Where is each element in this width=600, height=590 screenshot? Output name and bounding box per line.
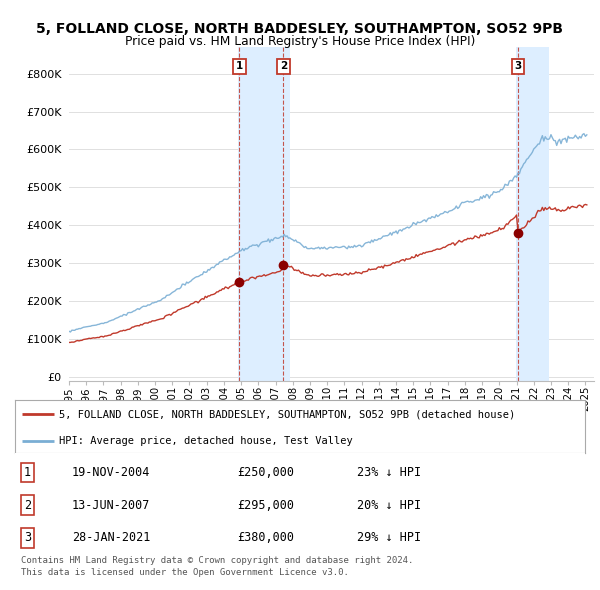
Text: 28-JAN-2021: 28-JAN-2021: [72, 531, 151, 544]
Bar: [516, 47, 549, 381]
Bar: [238, 47, 290, 381]
Text: Contains HM Land Registry data © Crown copyright and database right 2024.: Contains HM Land Registry data © Crown c…: [21, 556, 413, 565]
Text: £295,000: £295,000: [238, 499, 295, 512]
Text: 29% ↓ HPI: 29% ↓ HPI: [357, 531, 421, 544]
Text: 13-JUN-2007: 13-JUN-2007: [72, 499, 151, 512]
Text: £380,000: £380,000: [238, 531, 295, 544]
Text: 2: 2: [280, 61, 287, 71]
Text: Price paid vs. HM Land Registry's House Price Index (HPI): Price paid vs. HM Land Registry's House …: [125, 35, 475, 48]
Text: 5, FOLLAND CLOSE, NORTH BADDESLEY, SOUTHAMPTON, SO52 9PB (detached house): 5, FOLLAND CLOSE, NORTH BADDESLEY, SOUTH…: [59, 409, 516, 419]
Text: 5, FOLLAND CLOSE, NORTH BADDESLEY, SOUTHAMPTON, SO52 9PB: 5, FOLLAND CLOSE, NORTH BADDESLEY, SOUTH…: [37, 22, 563, 37]
Text: 20% ↓ HPI: 20% ↓ HPI: [357, 499, 421, 512]
Text: 23% ↓ HPI: 23% ↓ HPI: [357, 466, 421, 479]
Text: 3: 3: [514, 61, 521, 71]
Text: £250,000: £250,000: [238, 466, 295, 479]
Text: HPI: Average price, detached house, Test Valley: HPI: Average price, detached house, Test…: [59, 437, 353, 447]
Text: This data is licensed under the Open Government Licence v3.0.: This data is licensed under the Open Gov…: [21, 568, 349, 576]
Text: 3: 3: [24, 531, 31, 544]
Text: 1: 1: [236, 61, 243, 71]
Text: 19-NOV-2004: 19-NOV-2004: [72, 466, 151, 479]
Text: 2: 2: [24, 499, 31, 512]
Text: 1: 1: [24, 466, 31, 479]
